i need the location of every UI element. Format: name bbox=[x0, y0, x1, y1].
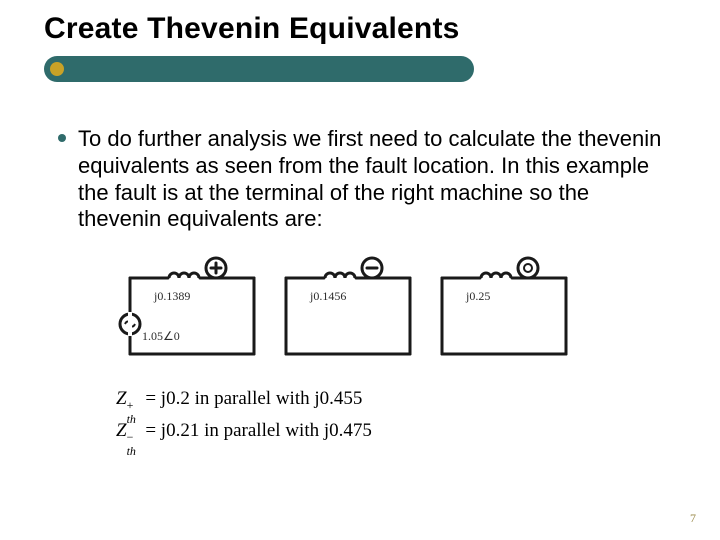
body-text: To do further analysis we first need to … bbox=[78, 126, 672, 233]
title-underline-bar bbox=[44, 56, 474, 82]
equation-superscript: − bbox=[127, 430, 134, 445]
bullet-icon bbox=[58, 134, 66, 142]
equation-subscript: th bbox=[127, 444, 136, 459]
svg-text:j0.25: j0.25 bbox=[465, 289, 490, 303]
page-number: 7 bbox=[690, 511, 696, 526]
slide-title: Create Thevenin Equivalents bbox=[44, 12, 680, 46]
body-block: To do further analysis we first need to … bbox=[78, 126, 672, 233]
title-underline-dot-icon bbox=[50, 62, 64, 76]
equations-block: Z+th = j0.2 in parallel with j0.455 Z−th … bbox=[116, 388, 372, 452]
equation-subscript: th bbox=[127, 412, 136, 427]
equation-symbol: Z bbox=[116, 388, 127, 409]
svg-text:j0.1456: j0.1456 bbox=[309, 289, 346, 303]
title-wrap: Create Thevenin Equivalents bbox=[44, 12, 680, 46]
slide: Create Thevenin Equivalents To do furthe… bbox=[0, 0, 720, 540]
svg-text:j0.1389: j0.1389 bbox=[153, 289, 190, 303]
circuit-svg: j0.1389 1.05∠0 j0.1456 j0.25 bbox=[118, 254, 586, 369]
equation-rhs: = j0.2 in parallel with j0.455 bbox=[141, 388, 363, 409]
equation-rhs: = j0.21 in parallel with j0.475 bbox=[141, 420, 372, 441]
equation-row: Z−th = j0.21 in parallel with j0.475 bbox=[116, 420, 372, 442]
equation-symbol: Z bbox=[116, 420, 127, 441]
svg-text:1.05∠0: 1.05∠0 bbox=[142, 329, 180, 343]
equation-superscript: + bbox=[127, 398, 134, 413]
equation-row: Z+th = j0.2 in parallel with j0.455 bbox=[116, 388, 372, 410]
thevenin-diagram: j0.1389 1.05∠0 j0.1456 j0.25 bbox=[118, 254, 586, 369]
